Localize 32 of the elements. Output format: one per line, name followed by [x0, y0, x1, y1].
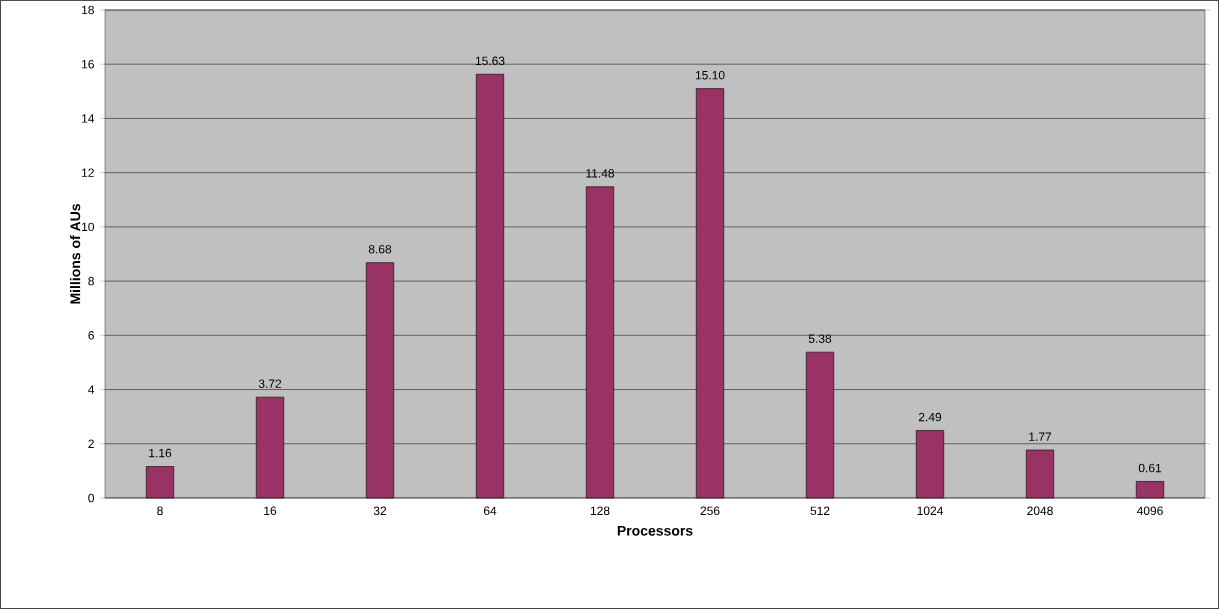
y-tick-label: 16 [82, 59, 94, 69]
data-label: 8.68 [368, 244, 392, 254]
y-tick-label: 10 [82, 222, 95, 232]
y-tick-label: 8 [88, 276, 94, 286]
x-tick-label: 128 [590, 506, 610, 516]
y-tick-label: 18 [82, 5, 94, 15]
x-tick-label: 16 [264, 506, 277, 516]
x-tick-label: 1024 [917, 506, 943, 516]
x-tick-label: 32 [373, 506, 387, 516]
x-tick-label: 4096 [1136, 506, 1163, 516]
x-tick-label: 8 [157, 506, 163, 516]
x-tick-label: 256 [700, 506, 720, 516]
data-label: 15.63 [475, 56, 505, 66]
data-label: 1.77 [1029, 432, 1052, 441]
data-label: 3.72 [258, 379, 282, 388]
data-label: 2.49 [918, 412, 942, 422]
y-tick-label: 2 [88, 439, 94, 448]
y-tick-label: 6 [88, 331, 94, 340]
y-tick-label: 14 [82, 114, 95, 123]
y-tick-label: 0 [88, 493, 95, 503]
y-tick-label: 4 [88, 385, 95, 394]
x-tick-label: 64 [483, 506, 497, 516]
y-axis-title: Millions of AUs [69, 204, 81, 304]
data-label: 1.16 [149, 448, 172, 458]
x-tick-label: 2048 [1027, 506, 1053, 516]
data-label: 11.48 [586, 169, 615, 178]
data-label: 15.10 [695, 70, 725, 80]
data-label: 5.38 [808, 334, 832, 343]
y-tick-label: 12 [82, 168, 94, 177]
data-label: 0.61 [1138, 463, 1162, 473]
x-axis-title: Processors [617, 525, 693, 536]
x-tick-label: 512 [810, 506, 830, 516]
